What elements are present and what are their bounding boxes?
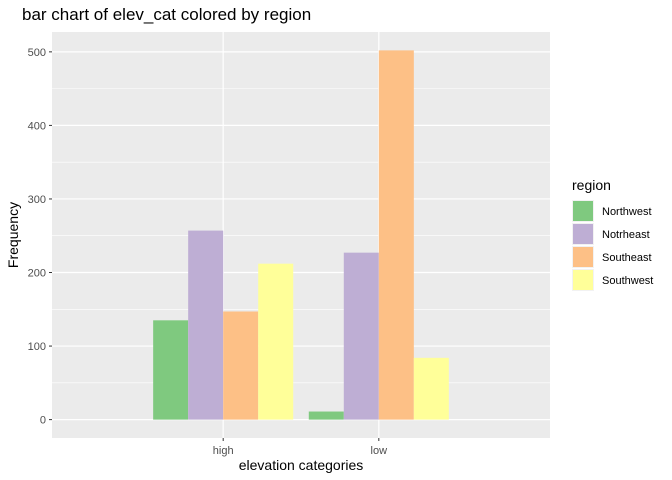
y-tick-label: 200 — [28, 268, 46, 280]
legend-label: Notrheast — [602, 229, 650, 241]
y-tick-label: 400 — [28, 120, 46, 132]
plot-panel — [52, 32, 550, 438]
y-tick-label: 0 — [40, 415, 46, 427]
bars — [153, 50, 449, 420]
bar-low-northwest — [308, 411, 344, 420]
bar-low-notrheast — [343, 252, 379, 420]
legend: region Northwest Notrheast Southeast Southw… — [572, 177, 653, 291]
y-tick-label: 100 — [28, 341, 46, 353]
x-tick-label: low — [371, 445, 388, 457]
minor-gridlines — [52, 88, 550, 384]
bar-low-southeast — [378, 50, 414, 420]
legend-swatch-notrheast — [573, 224, 593, 244]
y-tick-label: 300 — [28, 194, 46, 206]
bar-low-southwest — [413, 357, 449, 420]
legend-swatch-northwest — [573, 201, 593, 221]
legend-items: Northwest Notrheast Southeast Southwest — [572, 200, 653, 291]
legend-label: Southwest — [602, 275, 653, 287]
x-axis: high low — [213, 438, 387, 457]
panel-background — [52, 32, 550, 438]
x-tick-label: high — [213, 445, 234, 457]
y-axis: 0 100 200 300 400 500 — [28, 47, 52, 427]
bar-high-southeast — [223, 311, 259, 420]
bar-high-southwest — [258, 263, 294, 420]
bar-high-northwest — [153, 320, 189, 420]
legend-label: Northwest — [602, 206, 652, 218]
y-tick-label: 500 — [28, 47, 46, 59]
x-axis-title: elevation categories — [239, 457, 364, 473]
legend-swatch-southeast — [573, 247, 593, 267]
y-axis-title: Frequency — [5, 202, 21, 268]
legend-swatch-southwest — [573, 270, 593, 290]
chart-title: bar chart of elev_cat colored by region — [22, 5, 311, 24]
legend-label: Southeast — [602, 252, 652, 264]
legend-title: region — [572, 177, 611, 193]
bar-high-notrheast — [188, 230, 224, 420]
